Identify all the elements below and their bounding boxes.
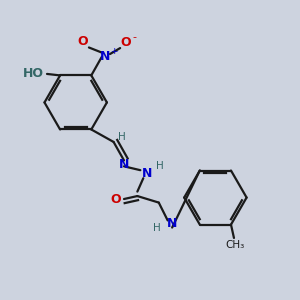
Text: O: O [120, 36, 131, 49]
Text: H: H [156, 161, 164, 171]
Text: O: O [78, 35, 88, 48]
Text: H: H [118, 132, 126, 142]
Text: N: N [119, 158, 129, 171]
Text: HO: HO [23, 68, 44, 80]
Text: +: + [110, 47, 118, 56]
Text: CH₃: CH₃ [225, 240, 244, 250]
Text: O: O [111, 193, 121, 206]
Text: H: H [152, 223, 160, 232]
Text: N: N [100, 50, 110, 63]
Text: -: - [132, 32, 137, 42]
Text: N: N [142, 167, 152, 180]
Text: N: N [167, 218, 177, 230]
